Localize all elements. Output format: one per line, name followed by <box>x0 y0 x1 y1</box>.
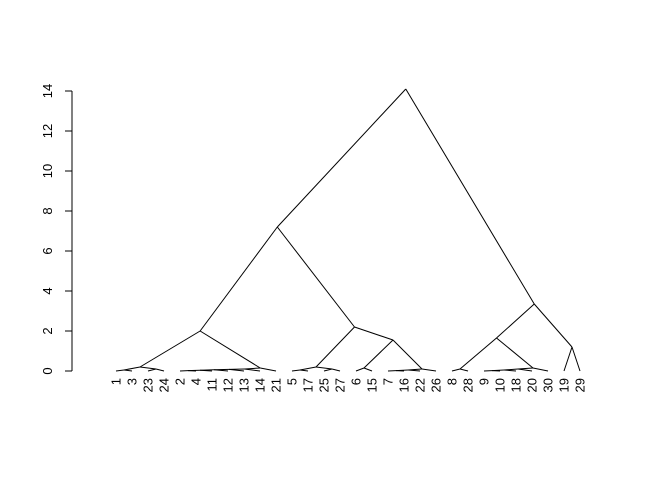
leaf-label: 17 <box>301 378 316 392</box>
dendrogram-branches <box>115 88 581 372</box>
branch-segment <box>260 367 277 372</box>
leaf-labels: 1 3 23 24 2 4 11 12 13 14 21 5 17 25 27 6 15 7 16 22 26 8 28 9 1… <box>109 378 588 392</box>
branch-segment <box>491 369 505 372</box>
leaf-label: 12 <box>221 378 236 392</box>
branch-segment <box>395 369 409 372</box>
branch-segment <box>496 337 534 369</box>
y-tick-label: 14 <box>40 84 55 98</box>
leaf-label: 28 <box>461 378 476 392</box>
leaf-label: 18 <box>509 378 524 392</box>
branch-segment <box>276 88 407 228</box>
leaf-label: 23 <box>141 378 156 392</box>
branch-segment <box>115 369 125 372</box>
branch-segment <box>563 346 573 372</box>
leaf-label: 10 <box>493 378 508 392</box>
y-tick-label: 0 <box>40 367 55 374</box>
y-tick-label: 2 <box>40 327 55 334</box>
branch-segment <box>139 330 201 368</box>
branch-segment <box>354 326 394 341</box>
branch-segment <box>199 226 278 332</box>
branch-segment <box>315 326 355 368</box>
branch-segment <box>123 366 141 371</box>
branch-segment <box>276 226 355 328</box>
branch-segment <box>355 367 365 372</box>
leaf-label: 20 <box>525 378 540 392</box>
y-tick-label: 4 <box>40 287 55 294</box>
leaf-label: 2 <box>173 378 188 385</box>
y-tick-label: 6 <box>40 247 55 254</box>
leaf-label: 21 <box>269 378 284 392</box>
leaf-label: 25 <box>317 378 332 392</box>
leaf-label: 29 <box>573 378 588 392</box>
branch-segment <box>421 368 437 372</box>
branch-segment <box>199 330 261 369</box>
branch-segment <box>244 367 261 370</box>
y-tick-label: 10 <box>40 164 55 178</box>
leaf-label: 26 <box>429 378 444 392</box>
branch-segment <box>315 366 333 370</box>
leaf-label: 14 <box>253 378 268 392</box>
branch-segment <box>405 88 535 305</box>
leaf-label: 13 <box>237 378 252 392</box>
leaf-label: 4 <box>189 378 204 385</box>
leaf-label: 3 <box>125 378 140 385</box>
leaf-label: 15 <box>365 378 380 392</box>
branch-segment <box>407 368 423 371</box>
branch-segment <box>571 346 581 372</box>
y-tick-label: 8 <box>40 207 55 214</box>
leaf-label: 19 <box>557 378 572 392</box>
branch-segment <box>363 367 373 372</box>
leaf-label: 30 <box>541 378 556 392</box>
branch-segment <box>533 303 573 348</box>
branch-segment <box>503 368 519 371</box>
branch-segment <box>517 367 534 370</box>
y-axis: 0 2 4 6 8 10 12 14 <box>40 84 73 375</box>
leaf-label: 6 <box>349 378 364 385</box>
branch-segment <box>459 368 469 372</box>
leaf-label: 8 <box>445 378 460 385</box>
branch-segment <box>532 367 549 372</box>
branch-segment <box>363 339 394 369</box>
branch-segment <box>451 368 461 372</box>
leaf-label: 9 <box>477 378 492 385</box>
leaf-label: 11 <box>205 378 220 392</box>
leaf-label: 5 <box>285 378 300 385</box>
leaf-label: 24 <box>157 378 172 392</box>
branch-segment <box>459 337 497 370</box>
leaf-label: 16 <box>397 378 412 392</box>
leaf-label: 22 <box>413 378 428 392</box>
branch-segment <box>155 368 165 372</box>
branch-segment <box>291 369 301 372</box>
branch-segment <box>139 366 157 370</box>
leaf-label: 7 <box>381 378 396 385</box>
y-tick-label: 12 <box>40 124 55 138</box>
branch-segment <box>496 303 535 339</box>
branch-segment <box>392 339 423 370</box>
branch-segment <box>331 368 341 372</box>
leaf-label: 1 <box>109 378 124 385</box>
branch-segment <box>299 366 317 371</box>
leaf-label: 27 <box>333 378 348 392</box>
